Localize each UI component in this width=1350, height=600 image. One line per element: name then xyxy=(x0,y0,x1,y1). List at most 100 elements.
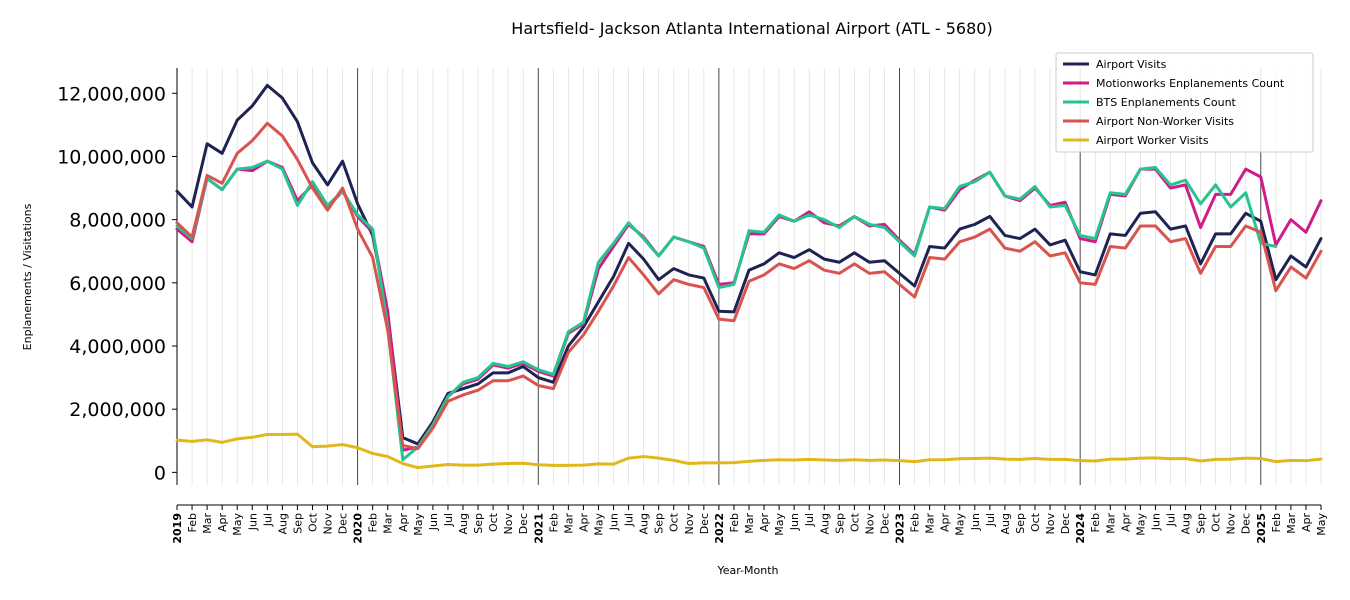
x-tick-month-label: Dec xyxy=(517,513,530,534)
x-tick-year-label: 2020 xyxy=(352,513,365,544)
x-tick-month-label: Apr xyxy=(758,513,771,533)
series-line xyxy=(175,432,1323,470)
x-tick-month-label: Feb xyxy=(1270,513,1283,532)
x-tick-month-label: Nov xyxy=(502,513,515,535)
x-tick-month-label: Jul xyxy=(623,513,636,527)
x-tick-month-label: Dec xyxy=(1240,513,1253,534)
y-tick-label: 8,000,000 xyxy=(69,210,166,232)
legend-box xyxy=(1055,52,1314,153)
x-tick-month-label: Mar xyxy=(924,513,937,534)
x-tick-month-label: Nov xyxy=(1225,513,1238,535)
x-axis-ticks: 2019 Feb Mar Apr May Jun Jul Aug Sep Oct Nov Dec 202… xyxy=(171,505,1328,544)
legend: Airport Visits Motionworks Enplanements C… xyxy=(1055,52,1314,153)
x-tick-year-label: 2019 xyxy=(171,513,184,544)
x-tick-month-label: Apr xyxy=(1300,513,1313,533)
x-tick-month-label: Mar xyxy=(562,513,575,534)
x-tick-month-label: Aug xyxy=(276,513,289,534)
x-tick-month-label: Mar xyxy=(743,513,756,534)
x-tick-month-label: Mar xyxy=(201,513,214,534)
x-tick-month-label: Apr xyxy=(577,513,590,533)
x-tick-year-label: 2021 xyxy=(532,513,545,544)
x-tick-month-label: Jul xyxy=(1164,513,1177,527)
x-tick-month-label: Feb xyxy=(547,513,560,532)
y-tick-label: 4,000,000 xyxy=(69,336,166,358)
x-tick-month-label: Sep xyxy=(833,513,846,534)
x-tick-month-label: Sep xyxy=(653,513,666,534)
legend-label: Motionworks Enplanements Count xyxy=(1096,77,1285,90)
series-lines xyxy=(175,83,1323,470)
x-tick-month-label: Jul xyxy=(261,513,274,527)
x-tick-month-label: Aug xyxy=(638,513,651,534)
x-tick-month-label: Nov xyxy=(863,513,876,535)
x-tick-month-label: Jul xyxy=(442,513,455,527)
x-tick-month-label: Jun xyxy=(246,513,259,531)
x-tick-month-label: Dec xyxy=(1059,513,1072,534)
x-tick-month-label: Oct xyxy=(1029,512,1042,532)
x-tick-month-label: Oct xyxy=(848,512,861,532)
x-tick-month-label: Jun xyxy=(969,513,982,531)
y-tick-label: 0 xyxy=(154,462,166,484)
x-tick-month-label: Sep xyxy=(472,513,485,534)
x-tick-month-label: Apr xyxy=(397,513,410,533)
x-tick-month-label: Dec xyxy=(698,513,711,534)
legend-label: BTS Enplanements Count xyxy=(1096,96,1237,109)
x-tick-month-label: Jun xyxy=(427,513,440,531)
x-tick-month-label: Nov xyxy=(683,513,696,535)
x-tick-month-label: Sep xyxy=(1195,513,1208,534)
x-tick-month-label: Mar xyxy=(1104,513,1117,534)
x-tick-month-label: Apr xyxy=(216,513,229,533)
legend-label: Airport Non-Worker Visits xyxy=(1096,115,1234,128)
x-tick-month-label: Nov xyxy=(1044,513,1057,535)
x-tick-month-label: May xyxy=(1134,513,1147,536)
x-tick-month-label: May xyxy=(231,513,244,536)
y-tick-label: 2,000,000 xyxy=(69,399,166,421)
x-tick-month-label: May xyxy=(592,513,605,536)
x-tick-month-label: Aug xyxy=(999,513,1012,534)
series-line xyxy=(175,121,1323,451)
x-tick-month-label: Aug xyxy=(818,513,831,534)
x-tick-month-label: Sep xyxy=(291,513,304,534)
x-tick-month-label: Apr xyxy=(1119,513,1132,533)
y-axis-ticks: 0 2,000,000 4,000,000 6,000,000 8,000,000 10,… xyxy=(57,83,177,484)
x-tick-month-label: Apr xyxy=(939,513,952,533)
x-tick-month-label: Feb xyxy=(728,513,741,532)
y-axis-label: Enplanements / Visitations xyxy=(21,203,34,350)
x-tick-month-label: Mar xyxy=(1285,513,1298,534)
x-tick-month-label: Feb xyxy=(1089,513,1102,532)
x-tick-month-label: Jun xyxy=(788,513,801,531)
legend-label: Airport Visits xyxy=(1096,58,1167,71)
x-tick-month-label: Aug xyxy=(457,513,470,534)
series-line xyxy=(175,159,1278,462)
y-tick-label: 10,000,000 xyxy=(57,146,166,168)
x-tick-month-label: May xyxy=(954,513,967,536)
x-tick-year-label: 2024 xyxy=(1074,513,1087,544)
y-tick-label: 12,000,000 xyxy=(57,83,166,105)
x-tick-month-label: Feb xyxy=(909,513,922,532)
x-tick-year-label: 2022 xyxy=(713,513,726,544)
x-tick-year-label: 2025 xyxy=(1255,513,1268,544)
x-tick-month-label: Oct xyxy=(668,512,681,532)
x-tick-month-label: Sep xyxy=(1014,513,1027,534)
x-tick-month-label: Feb xyxy=(186,513,199,532)
y-tick-label: 6,000,000 xyxy=(69,273,166,295)
x-tick-month-label: May xyxy=(1315,513,1328,536)
x-tick-month-label: Aug xyxy=(1180,513,1193,534)
x-tick-month-label: May xyxy=(412,513,425,536)
x-tick-month-label: May xyxy=(773,513,786,536)
x-tick-month-label: Dec xyxy=(337,513,350,534)
chart-title: Hartsfield- Jackson Atlanta Internationa… xyxy=(511,19,992,38)
x-tick-month-label: Oct xyxy=(306,512,319,532)
legend-label: Airport Worker Visits xyxy=(1096,134,1209,147)
x-tick-month-label: Oct xyxy=(1210,512,1223,532)
x-tick-month-label: Jul xyxy=(984,513,997,527)
x-tick-month-label: Feb xyxy=(367,513,380,532)
x-tick-year-label: 2023 xyxy=(894,513,907,544)
x-tick-month-label: Jun xyxy=(608,513,621,531)
x-tick-month-label: Nov xyxy=(322,513,335,535)
x-axis-label: Year-Month xyxy=(716,564,778,577)
x-tick-month-label: Oct xyxy=(487,512,500,532)
x-tick-month-label: Dec xyxy=(878,513,891,534)
x-tick-month-label: Jul xyxy=(803,513,816,527)
x-tick-month-label: Jun xyxy=(1149,513,1162,531)
